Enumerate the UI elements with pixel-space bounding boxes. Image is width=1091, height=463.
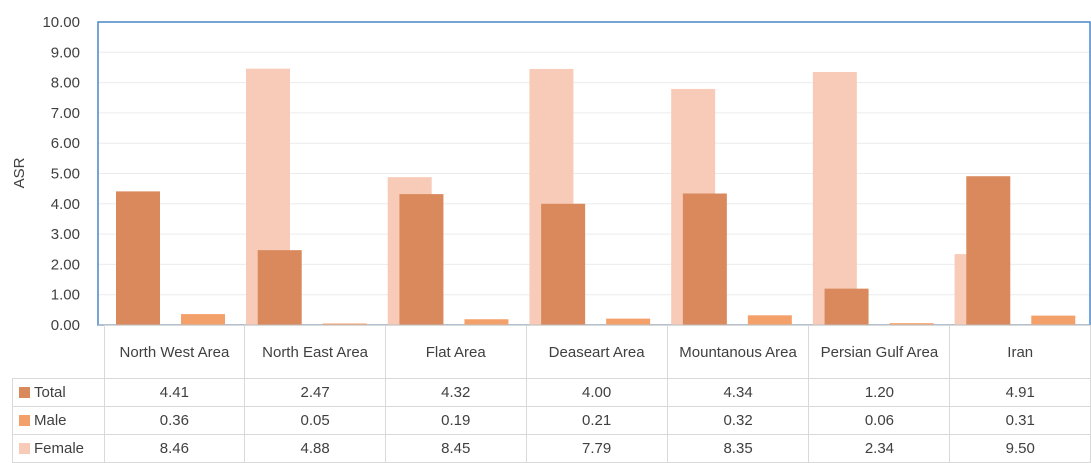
legend-label: Female <box>34 440 85 457</box>
bar-total <box>682 193 727 325</box>
bar-male <box>747 315 792 325</box>
y-axis-ticks: 0.00 1.00 2.00 3.00 4.00 5.00 6.00 7.00 8.00 9.00… <box>42 14 80 334</box>
category-label: Deaseart Area <box>525 325 668 379</box>
data-label: 8.46 <box>103 434 246 463</box>
y-tick-label: 2.00 <box>51 256 80 273</box>
bar-male <box>1031 315 1076 325</box>
bar-total <box>541 203 586 325</box>
data-label: 4.88 <box>244 434 386 463</box>
data-label: 8.35 <box>666 434 810 463</box>
legend-label: Male <box>34 412 67 429</box>
y-tick-label: 10.00 <box>42 14 80 31</box>
data-label: 0.36 <box>103 406 246 435</box>
bar-male <box>464 319 509 325</box>
data-label: 4.00 <box>525 378 668 407</box>
data-label: 0.06 <box>808 406 951 435</box>
data-label: 0.32 <box>666 406 810 435</box>
category-label: Mountanous Area <box>666 325 810 379</box>
data-label: 0.05 <box>244 406 386 435</box>
category-label: Persian Gulf Area <box>808 325 951 379</box>
bar-total <box>824 288 869 325</box>
bar-total <box>399 194 444 325</box>
legend-label: Total <box>34 384 66 401</box>
legend-entry: Male <box>12 406 105 435</box>
bar-female <box>812 71 857 326</box>
data-label: 4.91 <box>949 378 1091 407</box>
y-tick-label: 9.00 <box>51 44 80 61</box>
bar-male <box>889 323 934 325</box>
category-label: North West Area <box>103 325 246 379</box>
category-label: North East Area <box>244 325 386 379</box>
table-corner <box>13 326 105 379</box>
legend-entry: Total <box>12 378 105 407</box>
y-tick-label: 0.00 <box>51 317 80 334</box>
category-label: Flat Area <box>384 325 527 379</box>
y-tick-label: 8.00 <box>51 75 80 92</box>
data-label: 4.32 <box>384 378 527 407</box>
table-row: Total 4.41 2.47 4.32 4.00 4.34 1.20 4.91 <box>12 378 1091 407</box>
data-label: 1.20 <box>808 378 951 407</box>
data-label: 0.21 <box>525 406 668 435</box>
y-tick-label: 3.00 <box>51 226 80 243</box>
data-table: North West Area North East Area Flat Area D… <box>12 325 1091 463</box>
bar-male <box>322 323 367 325</box>
y-tick-label: 7.00 <box>51 105 80 122</box>
data-label: 4.41 <box>103 378 246 407</box>
bar-total <box>116 191 160 325</box>
legend-swatch <box>19 415 30 426</box>
data-label: 7.79 <box>525 434 668 463</box>
data-label: 2.34 <box>808 434 951 463</box>
bar-total <box>966 176 1011 325</box>
y-axis-label: ASR <box>11 157 28 188</box>
category-label: Iran <box>949 325 1091 379</box>
legend-swatch <box>19 443 30 454</box>
legend-swatch <box>19 387 30 398</box>
legend-entry: Female <box>12 434 105 463</box>
data-label: 4.34 <box>666 378 810 407</box>
y-tick-label: 5.00 <box>51 166 80 183</box>
y-tick-label: 6.00 <box>51 135 80 152</box>
data-label: 0.19 <box>384 406 527 435</box>
data-label: 9.50 <box>949 434 1091 463</box>
table-header-row: North West Area North East Area Flat Area D… <box>13 325 1091 379</box>
table-row: Male 0.36 0.05 0.19 0.21 0.32 0.06 0.31 <box>12 406 1091 435</box>
y-tick-label: 4.00 <box>51 196 80 213</box>
data-label: 0.31 <box>949 406 1091 435</box>
data-label: 8.45 <box>384 434 527 463</box>
bar-total <box>257 250 302 325</box>
bars <box>98 68 1090 326</box>
bar-male <box>606 318 651 325</box>
data-label: 2.47 <box>244 378 386 407</box>
table-row: Female 8.46 4.88 8.45 7.79 8.35 2.34 9.50 <box>12 434 1091 463</box>
bar-male <box>181 314 225 325</box>
y-tick-label: 1.00 <box>51 287 80 304</box>
